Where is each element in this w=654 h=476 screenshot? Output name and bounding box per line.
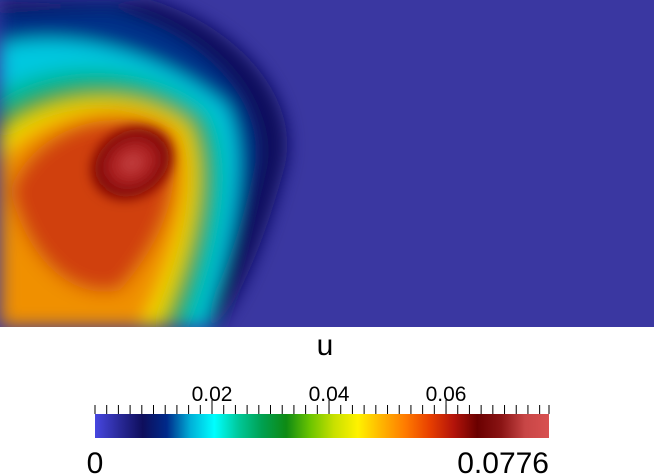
legend-tick-label: 0.02	[192, 383, 233, 406]
legend-tick-label: 0.06	[426, 383, 467, 406]
legend-max-label: 0.0776	[457, 447, 549, 476]
field-maximum-spot	[91, 126, 173, 200]
color-bar	[95, 414, 549, 438]
legend-tick-label: 0.04	[309, 383, 350, 406]
legend-min-label: 0	[87, 447, 104, 476]
scalar-field-plot	[0, 0, 654, 327]
legend-minor-ticks	[94, 405, 550, 414]
legend-tick-labels: 0.02 0.04 0.06	[192, 383, 467, 414]
legend-title: u	[317, 329, 334, 362]
color-legend: u 0.02 0.04 0.06 0 0.0776	[87, 329, 550, 476]
